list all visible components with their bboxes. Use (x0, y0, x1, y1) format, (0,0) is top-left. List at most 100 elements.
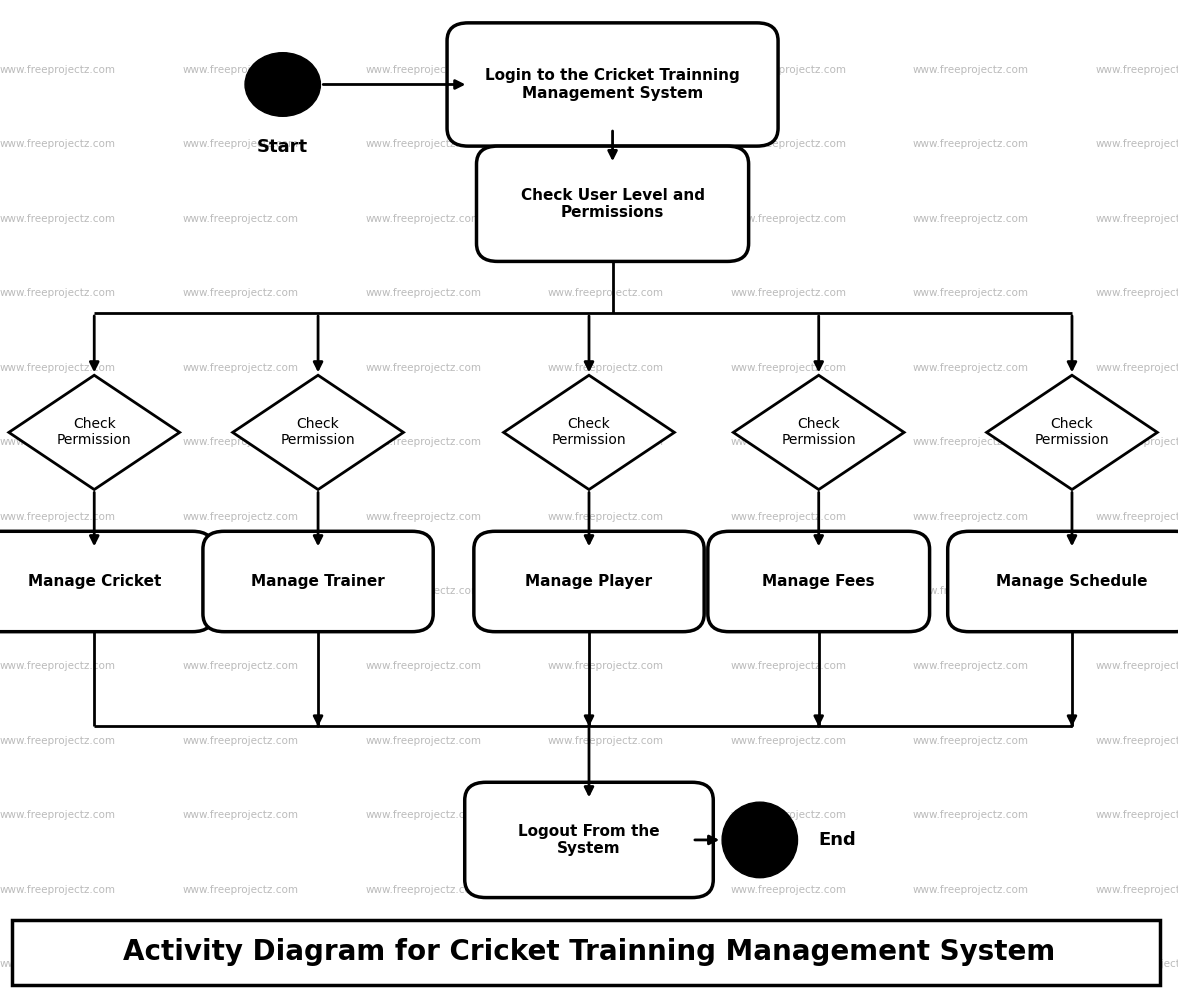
Text: Logout From the
System: Logout From the System (518, 824, 660, 856)
Text: www.freeprojectz.com: www.freeprojectz.com (0, 65, 115, 75)
Polygon shape (233, 375, 403, 490)
Text: www.freeprojectz.com: www.freeprojectz.com (1096, 736, 1178, 746)
Text: www.freeprojectz.com: www.freeprojectz.com (183, 512, 298, 522)
Text: Start: Start (257, 138, 309, 156)
Text: www.freeprojectz.com: www.freeprojectz.com (913, 586, 1028, 596)
Text: www.freeprojectz.com: www.freeprojectz.com (365, 437, 481, 447)
Text: www.freeprojectz.com: www.freeprojectz.com (183, 288, 298, 298)
FancyBboxPatch shape (708, 531, 929, 632)
Text: www.freeprojectz.com: www.freeprojectz.com (730, 959, 846, 969)
Text: www.freeprojectz.com: www.freeprojectz.com (1096, 885, 1178, 895)
Text: www.freeprojectz.com: www.freeprojectz.com (1096, 65, 1178, 75)
Text: www.freeprojectz.com: www.freeprojectz.com (730, 437, 846, 447)
Text: www.freeprojectz.com: www.freeprojectz.com (1096, 810, 1178, 820)
Text: www.freeprojectz.com: www.freeprojectz.com (548, 363, 663, 373)
Text: www.freeprojectz.com: www.freeprojectz.com (548, 959, 663, 969)
Text: www.freeprojectz.com: www.freeprojectz.com (913, 661, 1028, 671)
Text: www.freeprojectz.com: www.freeprojectz.com (0, 885, 115, 895)
Text: www.freeprojectz.com: www.freeprojectz.com (548, 512, 663, 522)
Text: www.freeprojectz.com: www.freeprojectz.com (365, 214, 481, 224)
FancyBboxPatch shape (448, 23, 777, 146)
Text: www.freeprojectz.com: www.freeprojectz.com (183, 959, 298, 969)
Text: www.freeprojectz.com: www.freeprojectz.com (548, 810, 663, 820)
Text: www.freeprojectz.com: www.freeprojectz.com (548, 736, 663, 746)
FancyBboxPatch shape (947, 531, 1178, 632)
Text: www.freeprojectz.com: www.freeprojectz.com (730, 661, 846, 671)
Text: www.freeprojectz.com: www.freeprojectz.com (365, 736, 481, 746)
FancyBboxPatch shape (203, 531, 434, 632)
Text: www.freeprojectz.com: www.freeprojectz.com (365, 139, 481, 149)
Text: www.freeprojectz.com: www.freeprojectz.com (183, 214, 298, 224)
Text: www.freeprojectz.com: www.freeprojectz.com (1096, 512, 1178, 522)
FancyBboxPatch shape (464, 782, 713, 898)
Polygon shape (504, 375, 674, 490)
Text: www.freeprojectz.com: www.freeprojectz.com (913, 736, 1028, 746)
Text: www.freeprojectz.com: www.freeprojectz.com (183, 885, 298, 895)
Text: www.freeprojectz.com: www.freeprojectz.com (0, 586, 115, 596)
Text: www.freeprojectz.com: www.freeprojectz.com (913, 214, 1028, 224)
Text: Check User Level and
Permissions: Check User Level and Permissions (521, 188, 704, 220)
Text: www.freeprojectz.com: www.freeprojectz.com (183, 65, 298, 75)
Text: www.freeprojectz.com: www.freeprojectz.com (0, 139, 115, 149)
Text: www.freeprojectz.com: www.freeprojectz.com (913, 885, 1028, 895)
Text: www.freeprojectz.com: www.freeprojectz.com (183, 586, 298, 596)
Text: www.freeprojectz.com: www.freeprojectz.com (0, 437, 115, 447)
Text: www.freeprojectz.com: www.freeprojectz.com (730, 512, 846, 522)
Text: www.freeprojectz.com: www.freeprojectz.com (913, 437, 1028, 447)
Text: www.freeprojectz.com: www.freeprojectz.com (913, 65, 1028, 75)
Text: www.freeprojectz.com: www.freeprojectz.com (548, 661, 663, 671)
Text: www.freeprojectz.com: www.freeprojectz.com (0, 810, 115, 820)
Text: www.freeprojectz.com: www.freeprojectz.com (548, 139, 663, 149)
Text: www.freeprojectz.com: www.freeprojectz.com (548, 214, 663, 224)
Polygon shape (987, 375, 1157, 490)
Text: www.freeprojectz.com: www.freeprojectz.com (548, 288, 663, 298)
Text: www.freeprojectz.com: www.freeprojectz.com (1096, 437, 1178, 447)
Text: www.freeprojectz.com: www.freeprojectz.com (183, 736, 298, 746)
Text: www.freeprojectz.com: www.freeprojectz.com (548, 65, 663, 75)
Text: www.freeprojectz.com: www.freeprojectz.com (913, 288, 1028, 298)
Text: www.freeprojectz.com: www.freeprojectz.com (730, 288, 846, 298)
Text: Manage Schedule: Manage Schedule (997, 574, 1147, 589)
Text: www.freeprojectz.com: www.freeprojectz.com (1096, 139, 1178, 149)
Text: www.freeprojectz.com: www.freeprojectz.com (1096, 363, 1178, 373)
Text: Check
Permission: Check Permission (781, 417, 856, 447)
Text: Check
Permission: Check Permission (1034, 417, 1110, 447)
Text: www.freeprojectz.com: www.freeprojectz.com (183, 363, 298, 373)
Text: www.freeprojectz.com: www.freeprojectz.com (365, 661, 481, 671)
Text: www.freeprojectz.com: www.freeprojectz.com (0, 214, 115, 224)
Text: Manage Player: Manage Player (525, 574, 653, 589)
Text: www.freeprojectz.com: www.freeprojectz.com (730, 65, 846, 75)
Text: www.freeprojectz.com: www.freeprojectz.com (548, 437, 663, 447)
Text: www.freeprojectz.com: www.freeprojectz.com (365, 885, 481, 895)
Text: Check
Permission: Check Permission (280, 417, 356, 447)
Text: www.freeprojectz.com: www.freeprojectz.com (1096, 214, 1178, 224)
Text: End: End (819, 831, 856, 849)
FancyBboxPatch shape (0, 531, 213, 632)
Ellipse shape (722, 802, 798, 878)
Text: www.freeprojectz.com: www.freeprojectz.com (913, 139, 1028, 149)
Circle shape (245, 53, 320, 116)
Text: www.freeprojectz.com: www.freeprojectz.com (1096, 288, 1178, 298)
Text: www.freeprojectz.com: www.freeprojectz.com (365, 363, 481, 373)
Text: www.freeprojectz.com: www.freeprojectz.com (730, 139, 846, 149)
Text: www.freeprojectz.com: www.freeprojectz.com (730, 586, 846, 596)
Polygon shape (733, 375, 905, 490)
Text: www.freeprojectz.com: www.freeprojectz.com (0, 736, 115, 746)
Text: www.freeprojectz.com: www.freeprojectz.com (183, 139, 298, 149)
Text: Manage Trainer: Manage Trainer (251, 574, 385, 589)
Text: www.freeprojectz.com: www.freeprojectz.com (730, 214, 846, 224)
Text: www.freeprojectz.com: www.freeprojectz.com (0, 959, 115, 969)
Text: Login to the Cricket Trainning
Management System: Login to the Cricket Trainning Managemen… (485, 69, 740, 100)
Text: www.freeprojectz.com: www.freeprojectz.com (730, 885, 846, 895)
Text: www.freeprojectz.com: www.freeprojectz.com (365, 512, 481, 522)
FancyBboxPatch shape (474, 531, 704, 632)
Text: www.freeprojectz.com: www.freeprojectz.com (548, 885, 663, 895)
Text: Manage Fees: Manage Fees (762, 574, 875, 589)
Text: Manage Cricket: Manage Cricket (27, 574, 161, 589)
Text: www.freeprojectz.com: www.freeprojectz.com (183, 437, 298, 447)
Text: www.freeprojectz.com: www.freeprojectz.com (1096, 959, 1178, 969)
Text: Activity Diagram for Cricket Trainning Management System: Activity Diagram for Cricket Trainning M… (123, 938, 1055, 966)
Text: www.freeprojectz.com: www.freeprojectz.com (365, 65, 481, 75)
Text: www.freeprojectz.com: www.freeprojectz.com (0, 363, 115, 373)
Text: www.freeprojectz.com: www.freeprojectz.com (913, 512, 1028, 522)
